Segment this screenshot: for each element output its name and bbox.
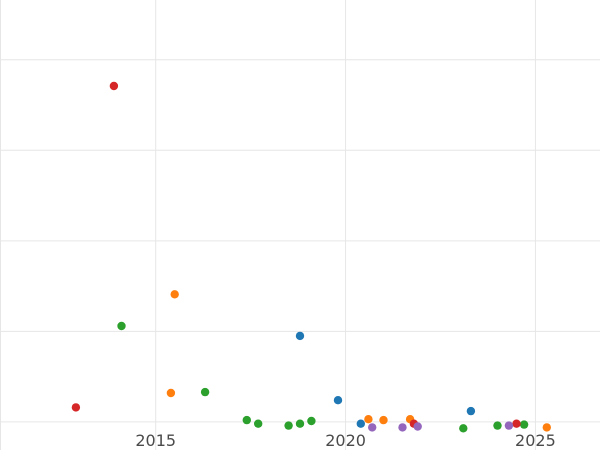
data-point-blue: [466, 406, 476, 416]
x-tick-label: 2020: [325, 431, 366, 450]
data-point-purple: [413, 422, 422, 431]
data-point-green: [493, 421, 502, 430]
data-point-purple: [504, 421, 514, 430]
data-point-orange: [170, 290, 179, 299]
data-point-orange: [166, 388, 176, 398]
data-point-green: [242, 415, 251, 425]
data-point-purple: [398, 423, 407, 432]
data-point-blue: [333, 396, 343, 405]
data-point-green: [200, 387, 210, 397]
data-point-green: [459, 424, 468, 433]
data-point-green: [117, 321, 126, 331]
data-point-green: [307, 416, 316, 426]
data-point-green: [284, 421, 293, 430]
x-tick-label: 2015: [135, 431, 176, 450]
data-point-green: [295, 419, 305, 428]
data-point-orange: [542, 423, 551, 432]
data-point-red: [71, 403, 81, 412]
data-point-orange: [364, 415, 373, 424]
x-tick-label: 2025: [515, 431, 556, 450]
data-point-red: [109, 81, 119, 91]
data-point-blue: [356, 419, 365, 428]
data-point-purple: [368, 423, 377, 432]
data-point-green: [519, 420, 529, 429]
data-point-orange: [379, 415, 388, 425]
data-point-green: [254, 419, 263, 428]
data-point-red: [512, 419, 521, 428]
data-point-blue: [295, 331, 305, 341]
